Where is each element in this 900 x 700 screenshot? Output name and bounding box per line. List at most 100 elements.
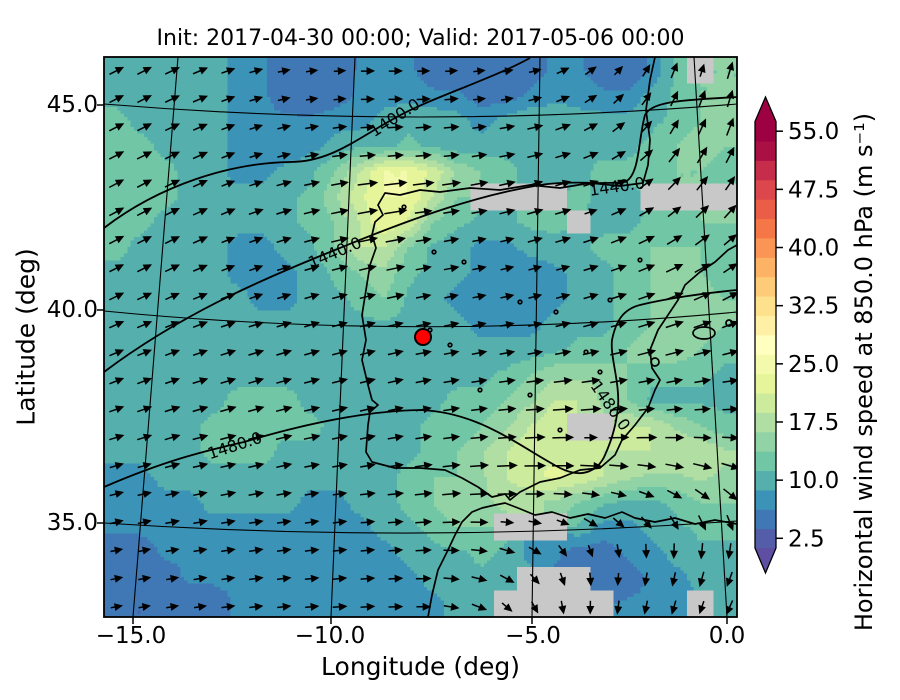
wind-arrow xyxy=(192,264,208,272)
wind-arrow xyxy=(360,518,376,527)
wind-arrow xyxy=(332,602,348,611)
wind-arrow xyxy=(583,264,599,273)
wind-arrow xyxy=(694,405,711,414)
wind-arrow xyxy=(697,571,706,588)
wind-arrow xyxy=(698,600,706,615)
wind-arrow xyxy=(471,574,488,583)
wind-arrow xyxy=(276,264,292,273)
wind-arrow xyxy=(164,264,180,273)
wind-arrow xyxy=(725,571,734,587)
wind-arrow xyxy=(555,348,572,357)
wind-arrow xyxy=(110,546,124,555)
colorbar-tick-label: 25.0 xyxy=(788,352,839,378)
wind-arrow xyxy=(164,236,180,245)
wind-arrow xyxy=(612,122,626,133)
wind-arrow xyxy=(641,92,652,106)
wind-arrow xyxy=(444,292,459,301)
wind-arrow xyxy=(614,572,623,586)
wind-arrow xyxy=(583,151,599,160)
wind-arrow xyxy=(584,66,597,76)
wind-arrow xyxy=(221,574,236,583)
colorbar-segment xyxy=(755,431,776,452)
wind-arrow xyxy=(610,236,627,244)
wind-arrow xyxy=(693,320,712,329)
wind-arrow xyxy=(669,515,679,530)
wind-arrow xyxy=(276,292,292,301)
wind-arrow xyxy=(501,602,513,612)
wind-arrow xyxy=(137,490,152,498)
wind-arrow xyxy=(670,572,678,587)
map-overlay: 1400.0 1440.0 1440.0 1480.0 1480.0 xyxy=(97,56,738,624)
wind-arrow xyxy=(665,462,685,471)
wind-arrow xyxy=(137,518,152,527)
wind-arrow xyxy=(580,405,602,414)
wind-arrow xyxy=(527,179,544,188)
wind-arrow xyxy=(555,264,571,273)
wind-arrow xyxy=(472,264,487,273)
wind-arrow xyxy=(529,573,540,585)
contour-label-1440-east: 1440.0 xyxy=(588,173,646,200)
wind-arrow xyxy=(637,462,657,470)
wind-arrow xyxy=(721,320,737,329)
wind-arrow xyxy=(304,377,321,385)
wind-arrow xyxy=(388,574,404,583)
wind-arrow xyxy=(385,235,407,244)
wind-arrow xyxy=(164,349,181,357)
colorbar-segment xyxy=(755,218,776,239)
wind-arrow xyxy=(137,405,153,414)
colorbar-under-arrow xyxy=(755,548,776,573)
axis-ticks xyxy=(97,104,728,624)
wind-arrow xyxy=(415,405,432,414)
wind-arrow xyxy=(667,176,681,191)
wind-arrow xyxy=(137,462,152,470)
wind-arrow xyxy=(386,292,405,301)
colorbar-tick-label: 10.0 xyxy=(788,468,839,494)
wind-arrow xyxy=(221,180,236,188)
wind-arrow xyxy=(726,514,734,531)
wind-arrow xyxy=(528,546,542,555)
wind-arrow xyxy=(586,544,594,558)
wind-arrow xyxy=(220,292,236,301)
wind-arrow xyxy=(665,348,685,357)
wind-arrow xyxy=(580,462,603,470)
wind-arrow xyxy=(526,377,545,385)
wind-arrow xyxy=(611,179,627,188)
wind-arrow xyxy=(249,180,264,188)
station-marker xyxy=(414,328,432,346)
wind-arrow xyxy=(193,490,208,498)
wind-arrow xyxy=(277,123,292,132)
wind-arrow xyxy=(248,546,264,555)
wind-arrow xyxy=(248,574,264,583)
wind-arrow xyxy=(638,490,655,498)
colorbar-segment xyxy=(755,392,776,413)
wind-arrow xyxy=(443,123,460,132)
wind-arrow xyxy=(249,264,264,273)
wind-arrow xyxy=(501,67,514,76)
wind-arrow xyxy=(472,236,487,245)
wind-arrow xyxy=(192,405,209,414)
wind-arrow xyxy=(136,207,153,217)
wind-arrow xyxy=(192,292,208,301)
wind-arrow xyxy=(528,67,542,76)
contour-label-1480-west: 1480.0 xyxy=(205,428,264,463)
wind-arrow xyxy=(138,603,151,611)
wind-arrow xyxy=(193,574,208,583)
x-axis-label: Longitude (deg) xyxy=(321,652,520,681)
wind-arrow xyxy=(303,433,321,442)
wind-arrow xyxy=(414,489,433,498)
wind-arrow xyxy=(499,377,516,386)
wind-arrow xyxy=(666,235,683,246)
wind-arrow xyxy=(528,518,543,527)
wind-arrow xyxy=(137,349,153,357)
colorbar-tick-label: 40.0 xyxy=(788,236,839,262)
colorbar-segment xyxy=(755,373,776,394)
wind-arrow xyxy=(331,433,349,442)
wind-arrow xyxy=(276,574,292,583)
wind-arrow xyxy=(331,264,349,273)
y-tick-40: 40.0 xyxy=(46,297,98,323)
wind-arrow xyxy=(586,572,595,587)
wind-arrow xyxy=(723,204,737,219)
wind-arrow xyxy=(552,461,575,470)
wind-arrow xyxy=(473,95,487,104)
wind-arrow xyxy=(499,349,516,357)
